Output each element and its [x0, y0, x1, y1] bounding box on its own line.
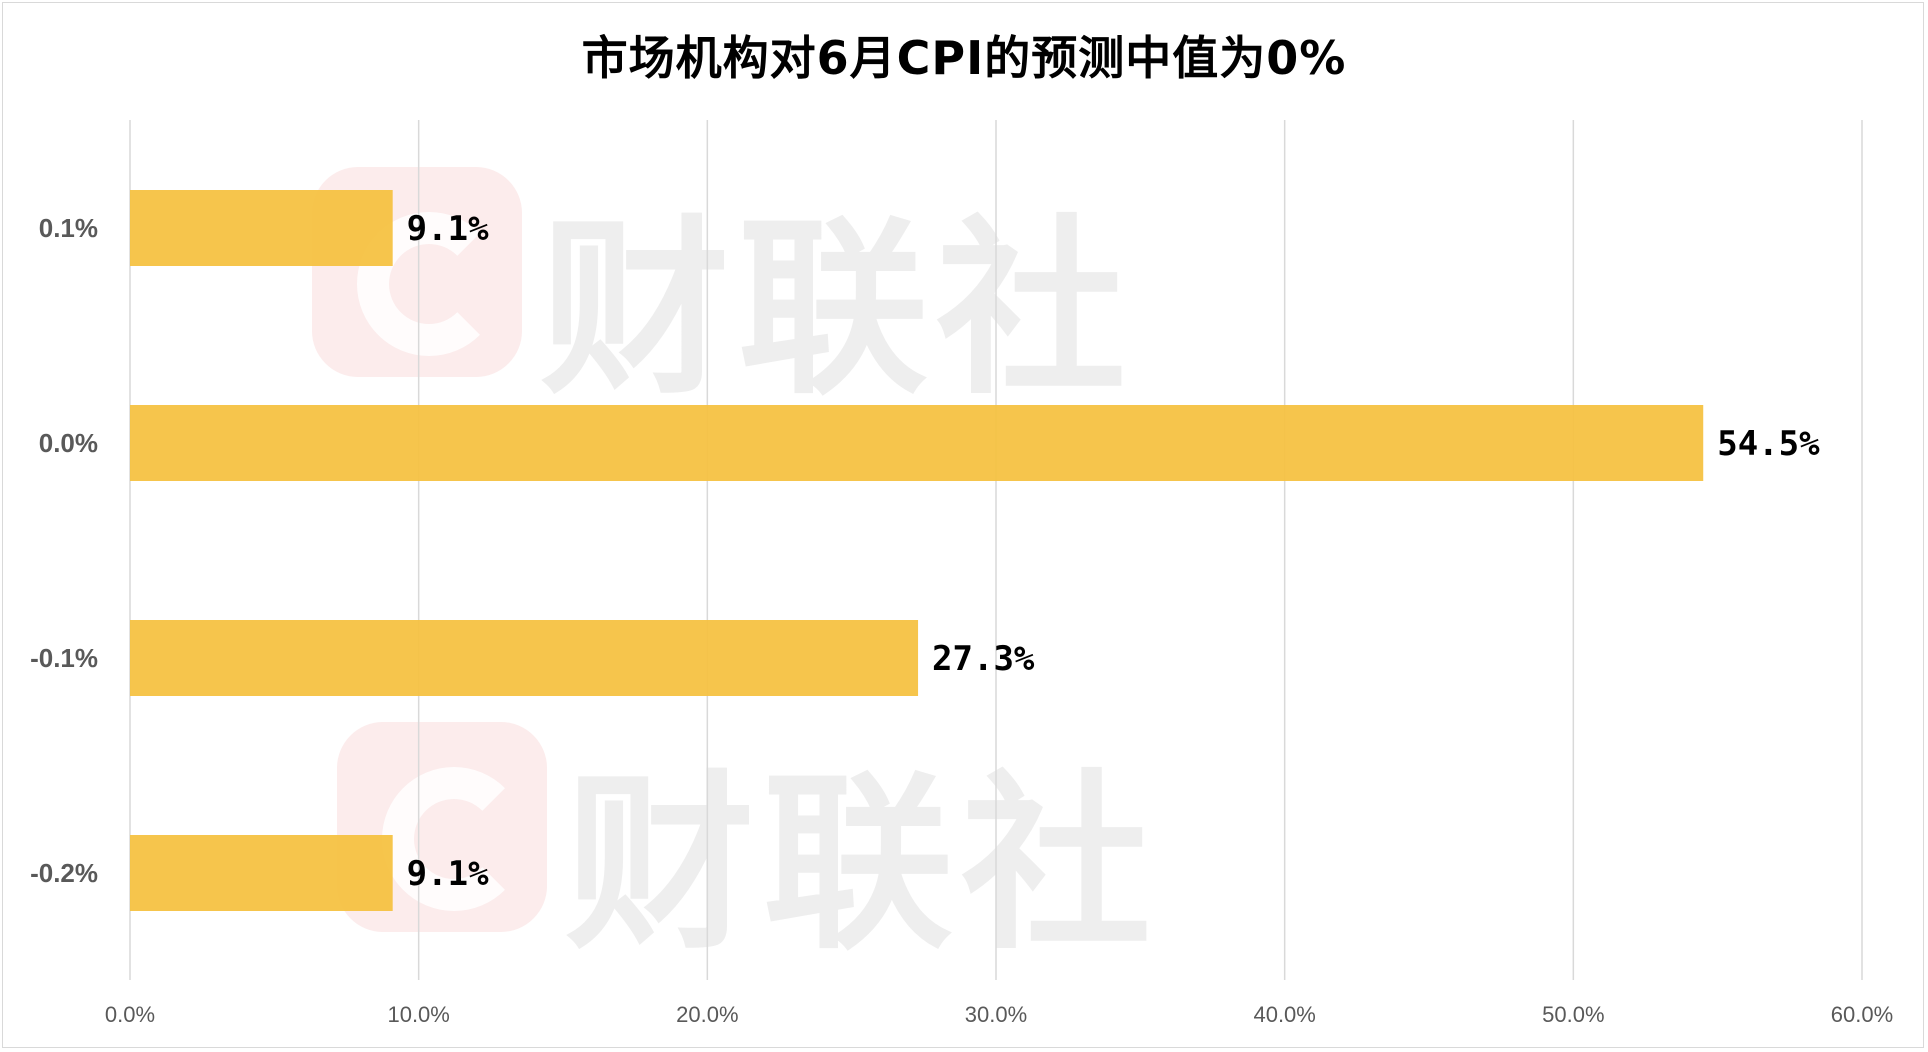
x-tick-label: 30.0% — [965, 1002, 1027, 1027]
category-label: -0.1% — [30, 643, 98, 673]
chart-title: 市场机构对6月CPI的预测中值为0% — [581, 31, 1347, 85]
x-tick-label: 0.0% — [105, 1002, 155, 1027]
x-tick-label: 50.0% — [1542, 1002, 1604, 1027]
x-tick-label: 20.0% — [676, 1002, 738, 1027]
category-label: 0.0% — [39, 428, 98, 458]
bar — [130, 620, 919, 696]
bar — [130, 405, 1704, 481]
data-label: 9.1% — [407, 209, 489, 249]
x-tick-labels: 0.0% 10.0% 20.0% 30.0% 40.0% 50.0% 60.0% — [105, 1002, 1893, 1027]
data-label: 9.1% — [407, 854, 489, 894]
x-tick-label: 10.0% — [387, 1002, 449, 1027]
bar — [130, 835, 393, 911]
bars — [130, 190, 1704, 911]
category-labels: 0.1% 0.0% -0.1% -0.2% — [30, 213, 98, 888]
data-label: 54.5% — [1717, 424, 1820, 464]
bar — [130, 190, 393, 266]
category-label: 0.1% — [39, 213, 98, 243]
x-tick-label: 40.0% — [1253, 1002, 1315, 1027]
data-label: 27.3% — [932, 639, 1035, 679]
x-tick-label: 60.0% — [1831, 1002, 1893, 1027]
data-labels: 9.1% 54.5% 27.3% 9.1% — [407, 209, 1820, 894]
category-label: -0.2% — [30, 858, 98, 888]
